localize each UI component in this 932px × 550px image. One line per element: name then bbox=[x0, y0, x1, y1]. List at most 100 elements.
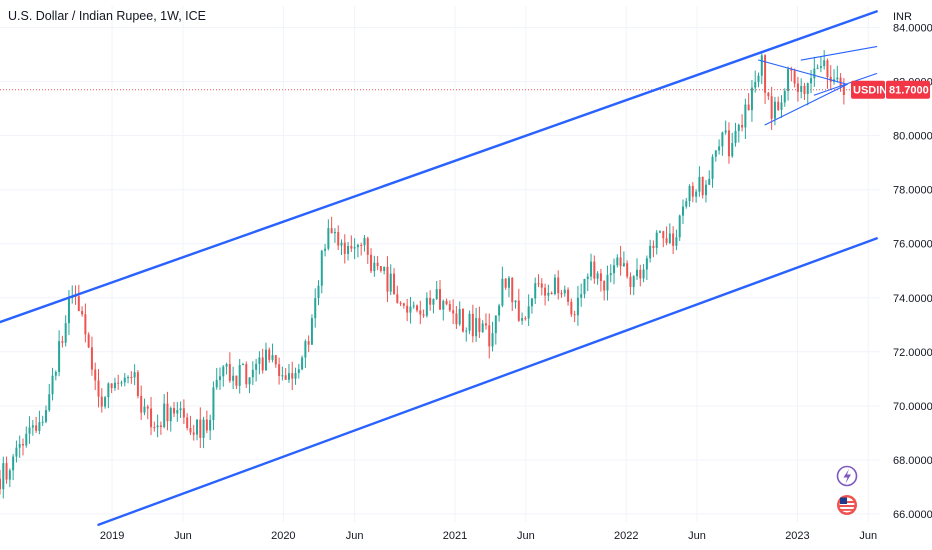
candle-body bbox=[714, 150, 717, 157]
candle-body bbox=[51, 375, 54, 395]
candle-body bbox=[327, 228, 330, 249]
time-tick-label: Jun bbox=[517, 530, 535, 542]
candle-body bbox=[222, 366, 225, 377]
candle-body bbox=[570, 301, 573, 315]
candle-body bbox=[475, 318, 478, 337]
candle-body bbox=[458, 308, 461, 325]
candle-body bbox=[271, 355, 274, 360]
candle-body bbox=[580, 294, 583, 298]
candle-body bbox=[278, 364, 281, 377]
candle-body bbox=[28, 427, 31, 434]
candle-body bbox=[484, 323, 487, 326]
trendlines[interactable] bbox=[0, 10, 878, 526]
candle-body bbox=[393, 273, 396, 295]
candle-body bbox=[576, 297, 579, 316]
candle-body bbox=[842, 85, 845, 96]
candle-body bbox=[803, 85, 806, 94]
time-axis[interactable]: 2019 Jun 2020 Jun 2021 Jun 2022 Jun 2023 Jun bbox=[100, 530, 877, 542]
candle-body bbox=[343, 242, 346, 254]
candle-body bbox=[399, 302, 402, 304]
candle-body bbox=[704, 184, 707, 196]
candle-body bbox=[465, 330, 468, 332]
candle-body bbox=[560, 293, 563, 295]
candle-body bbox=[773, 101, 776, 119]
candle-body bbox=[455, 313, 458, 325]
candle-body bbox=[540, 283, 543, 288]
candle-body bbox=[452, 310, 455, 314]
flash-icon[interactable] bbox=[836, 465, 858, 487]
candle-body bbox=[199, 419, 202, 438]
symbol-tag-label: USDINR bbox=[853, 85, 895, 97]
candle-body bbox=[514, 300, 517, 303]
candle-body bbox=[770, 96, 773, 119]
candle-body bbox=[81, 311, 84, 315]
candle-body bbox=[48, 394, 51, 411]
candle-body bbox=[819, 66, 822, 68]
trendline-channel-lower bbox=[97, 237, 878, 526]
candle-body bbox=[238, 365, 241, 386]
candle-body bbox=[662, 231, 665, 239]
candle-body bbox=[783, 90, 786, 103]
candle-body bbox=[461, 308, 464, 332]
price-tag-label: 81.7000 bbox=[889, 85, 929, 97]
candle-body bbox=[435, 289, 438, 299]
candle-body bbox=[192, 432, 195, 435]
time-tick-label: Jun bbox=[174, 530, 192, 542]
candle-body bbox=[97, 380, 100, 397]
candle-body bbox=[727, 130, 730, 157]
candle-body bbox=[333, 231, 336, 234]
candle-body bbox=[104, 397, 107, 407]
candle-body bbox=[120, 382, 123, 384]
time-tick-label: Jun bbox=[859, 530, 877, 542]
candle-body bbox=[304, 341, 307, 358]
candle-body bbox=[248, 377, 251, 385]
trendline-triangle-bottom-ray bbox=[813, 72, 878, 96]
candle-body bbox=[448, 304, 451, 311]
candle-body bbox=[471, 313, 474, 337]
candle-body bbox=[422, 314, 425, 316]
candle-body bbox=[130, 377, 133, 379]
candle-body bbox=[800, 85, 803, 92]
candle-body bbox=[796, 83, 799, 92]
candle-body bbox=[668, 233, 671, 243]
candle-body bbox=[396, 294, 399, 303]
candle-body bbox=[590, 261, 593, 277]
candle-body bbox=[767, 92, 770, 97]
candle-body bbox=[599, 273, 602, 282]
candle-body bbox=[84, 314, 87, 335]
candle-body bbox=[701, 176, 704, 196]
candle-body bbox=[439, 289, 441, 310]
candle-body bbox=[337, 231, 340, 246]
candle-body bbox=[491, 333, 494, 347]
candle-body bbox=[642, 269, 645, 279]
candle-body bbox=[58, 341, 61, 373]
candle-body bbox=[616, 257, 619, 266]
candle-body bbox=[307, 341, 310, 345]
candle-body bbox=[18, 444, 21, 448]
candle-body bbox=[113, 382, 116, 389]
candle-body bbox=[810, 78, 813, 84]
candle-body bbox=[806, 83, 809, 94]
candle-body bbox=[718, 146, 721, 151]
price-tick-label: 76.0000 bbox=[893, 239, 932, 251]
candle-body bbox=[639, 269, 642, 279]
candle-body bbox=[675, 237, 678, 246]
candle-body bbox=[593, 261, 596, 279]
candle-body bbox=[563, 289, 566, 294]
candle-body bbox=[741, 124, 744, 128]
candle-body bbox=[511, 277, 514, 303]
trendline-triangle-upper bbox=[757, 59, 848, 85]
candle-body bbox=[12, 456, 15, 471]
candle-body bbox=[31, 425, 34, 428]
us-flag-icon[interactable] bbox=[837, 495, 857, 515]
candle-body bbox=[412, 305, 415, 307]
last-price-badge: USDINR 81.7000 bbox=[851, 80, 930, 99]
grid bbox=[0, 6, 880, 522]
candle-body bbox=[281, 375, 284, 377]
candle-body bbox=[179, 408, 182, 411]
candle-body bbox=[672, 233, 675, 246]
price-axis[interactable]: 84.000082.000080.000078.000076.000074.00… bbox=[893, 23, 932, 521]
candle-body bbox=[150, 408, 153, 428]
candle-body bbox=[94, 369, 97, 381]
